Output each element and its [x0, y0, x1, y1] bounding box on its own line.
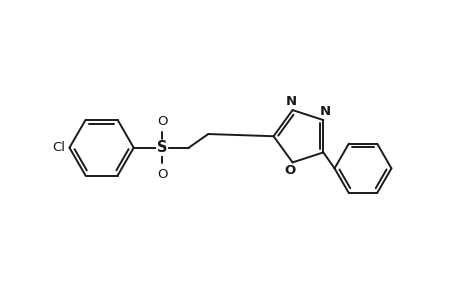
Text: O: O: [157, 115, 167, 128]
Text: O: O: [284, 164, 295, 177]
Text: N: N: [285, 95, 296, 108]
Text: Cl: Cl: [52, 141, 65, 154]
Text: S: S: [157, 140, 167, 155]
Text: O: O: [157, 168, 167, 181]
Text: N: N: [319, 105, 330, 118]
